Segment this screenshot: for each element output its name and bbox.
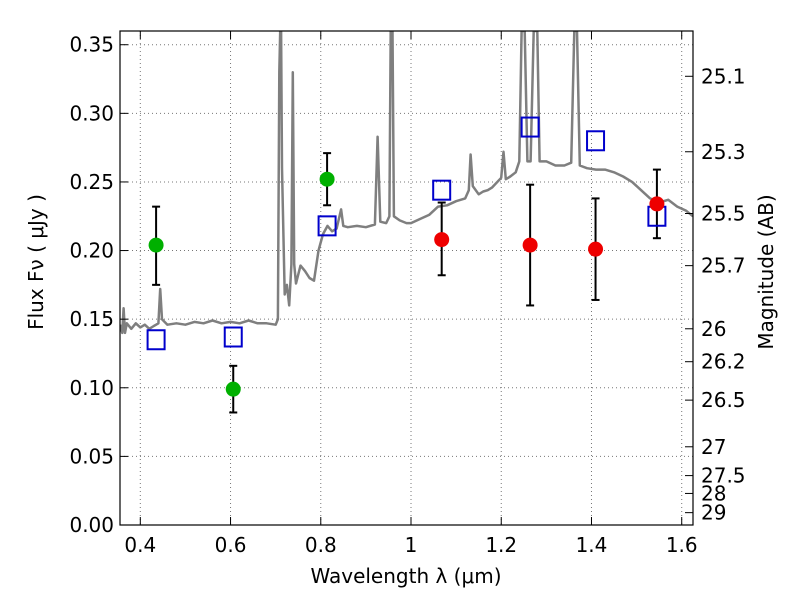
magnitude-tick-label: 29 [701,501,726,525]
x-tick-label: 1 [405,533,418,557]
model-box-point [146,329,166,351]
photometry-point [148,237,164,253]
magnitude-tick-label: 26.2 [701,350,746,374]
spectrum-series [120,31,693,335]
magnitude-tick-label: 25.1 [701,64,746,88]
photometry-point [522,237,538,253]
x-tick-label: 1.2 [485,533,517,557]
y-tick-label: 0.05 [69,444,114,468]
y-tick-label: 0.20 [69,239,114,263]
model-box-point [432,179,452,201]
x-tick-label: 0.8 [305,533,337,557]
x-axis-label: Wavelength λ (μm) [310,564,501,588]
y-tick-label: 0.30 [69,101,114,125]
magnitude-tick-label: 26 [701,317,726,341]
y-tick-label: 0.35 [69,33,114,57]
photometry-point [649,196,665,212]
y-tick-label: 0.25 [69,170,114,194]
photometry-point [225,381,241,397]
y-axis-label: Flux Fν ( μJy ) [24,194,48,330]
magnitude-axis-label: Magnitude (AB) [754,194,778,349]
grid [120,31,693,525]
model-box-point [317,215,337,237]
y-tick-label: 0.00 [69,513,114,537]
plot-frame [119,30,694,526]
photometry-point [319,171,335,187]
x-tick-label: 0.4 [124,533,156,557]
photometry-point [434,232,450,248]
magnitude-tick-label: 27.5 [701,464,746,488]
x-tick-label: 1.4 [576,533,608,557]
photometry-point [588,241,604,257]
magnitude-tick-label: 26.5 [701,388,746,412]
model-box-point [223,326,243,348]
magnitude-tick-label: 28 [701,481,726,505]
model-box-point [520,116,540,138]
y-tick-label: 0.10 [69,376,114,400]
spectrum-line [120,31,693,335]
model-box-point [586,130,606,152]
magnitude-tick-label: 27 [701,435,726,459]
magnitude-tick-label: 25.5 [701,202,746,226]
photometry-series [146,116,667,414]
axis-ticks: 0.4 0.6 0.8 1 1.2 1.4 1.6 0.00 0.05 0.10 0.15 0.20 0… [69,31,746,557]
x-tick-label: 1.6 [666,533,698,557]
x-tick-label: 0.6 [215,533,247,557]
magnitude-tick-label: 25.7 [701,254,746,278]
y-tick-label: 0.15 [69,307,114,331]
magnitude-tick-label: 25.3 [701,140,746,164]
